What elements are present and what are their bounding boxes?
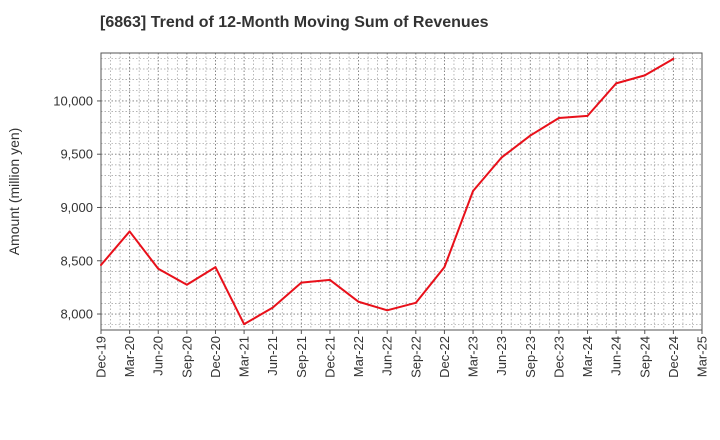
x-tick-label: Mar-22: [351, 336, 366, 377]
data-point: [271, 306, 274, 309]
series-layer: [100, 57, 675, 326]
x-tick-label: Mar-20: [122, 336, 137, 377]
data-point: [643, 74, 646, 77]
x-tick-label: Jun-22: [380, 336, 395, 376]
x-tick-label: Jun-21: [265, 336, 280, 376]
data-point: [185, 283, 188, 286]
grid-lines: [101, 53, 702, 330]
data-point: [100, 264, 102, 266]
x-tick-label: Dec-24: [666, 336, 681, 378]
data-point: [128, 230, 131, 233]
x-tick-label: Sep-24: [637, 336, 652, 378]
x-tick-label: Mar-23: [466, 336, 481, 377]
data-point: [558, 117, 560, 119]
data-point: [329, 279, 331, 281]
x-tick-label: Sep-22: [408, 336, 423, 378]
x-tick-label: Sep-21: [294, 336, 309, 378]
x-tick-label: Jun-23: [494, 336, 509, 376]
x-tick-label: Mar-21: [237, 336, 252, 377]
x-tick-label: Dec-22: [437, 336, 452, 378]
x-tick-label: Dec-19: [94, 336, 109, 378]
plot-area-frame: [100, 52, 703, 331]
data-point: [615, 82, 618, 85]
data-point: [500, 156, 503, 159]
y-tick-label: 10,000: [53, 93, 93, 108]
data-point: [443, 266, 446, 269]
y-tick-label: 8,500: [60, 253, 93, 268]
data-point: [672, 57, 675, 60]
data-point: [157, 267, 160, 270]
data-point: [357, 300, 360, 303]
x-tick-label: Mar-25: [695, 336, 710, 377]
y-tick-label: 9,500: [60, 147, 93, 162]
x-tick-label: Sep-23: [523, 336, 538, 378]
data-point: [586, 114, 589, 117]
data-point: [472, 190, 474, 192]
x-tick-label: Jun-20: [151, 336, 166, 376]
data-point: [386, 309, 389, 312]
x-tick-label: Jun-24: [609, 336, 624, 376]
y-axis-title: Amount (million yen): [6, 128, 22, 256]
data-point: [243, 323, 245, 326]
data-point: [529, 134, 532, 137]
axis-ticks: 8,000 8,500 9,000 9,500 10,000 Dec-19 Mar-20 Ju…: [53, 93, 709, 377]
y-tick-label: 9,000: [60, 200, 93, 215]
data-point: [300, 281, 303, 284]
x-tick-label: Sep-20: [179, 336, 194, 378]
y-tick-label: 8,000: [60, 307, 93, 322]
x-tick-label: Dec-20: [208, 336, 223, 378]
x-tick-label: Dec-23: [551, 336, 566, 378]
chart-title: [6863] Trend of 12-Month Moving Sum of R…: [100, 14, 489, 31]
data-point: [214, 266, 217, 269]
x-tick-label: Mar-24: [580, 336, 595, 377]
data-point: [414, 301, 417, 304]
x-tick-label: Dec-21: [322, 336, 337, 378]
